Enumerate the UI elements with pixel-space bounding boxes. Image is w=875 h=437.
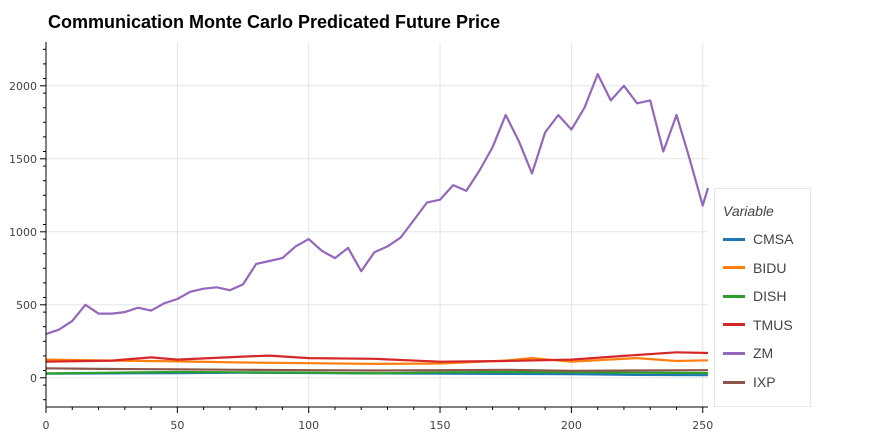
- legend-label: CMSA: [753, 231, 794, 247]
- legend-item-tmus[interactable]: TMUS: [723, 315, 793, 335]
- legend-swatch: [723, 351, 745, 355]
- legend-title: Variable: [723, 203, 774, 219]
- legend-label: BIDU: [753, 259, 787, 276]
- x-tick-label: 250: [692, 419, 713, 432]
- legend-item-ixp[interactable]: IXP: [723, 372, 776, 392]
- series-line-bidu: [45, 357, 709, 365]
- axes: 0 500 1000 1500 2000 0 50 100 150 200 250: [9, 42, 713, 432]
- legend-item-bidu[interactable]: BIDU: [723, 258, 786, 278]
- y-tick-label: 1000: [9, 226, 37, 239]
- legend-item-dish[interactable]: DISH: [723, 286, 786, 306]
- y-tick-label: 1500: [9, 153, 37, 166]
- series-line-zm: [45, 72, 710, 336]
- series-line-dish: [45, 370, 709, 375]
- y-tick-label: 2000: [9, 80, 37, 93]
- x-tick-label: 50: [170, 419, 184, 432]
- x-tick-label: 150: [430, 419, 451, 432]
- legend-swatch: [723, 237, 745, 241]
- legend-label: DISH: [753, 288, 787, 305]
- legend-label: IXP: [753, 374, 776, 390]
- x-tick-label: 100: [298, 419, 319, 432]
- legend-item-zm[interactable]: ZM: [723, 343, 773, 363]
- series-lines: [45, 72, 710, 377]
- legend-swatch: [723, 266, 745, 270]
- y-tick-label: 0: [30, 372, 37, 385]
- x-tick-label: 0: [43, 419, 50, 432]
- x-tick-label: 200: [561, 419, 582, 432]
- legend-label: ZM: [753, 345, 774, 362]
- legend: Variable CMSA BIDU DISH TMUS ZM IXP: [714, 188, 811, 407]
- series-line-ixp: [45, 367, 709, 372]
- legend-swatch: [723, 323, 745, 327]
- legend-item-cmsa[interactable]: CMSA: [723, 229, 793, 249]
- y-tick-label: 500: [16, 299, 37, 312]
- legend-swatch: [723, 380, 745, 384]
- legend-label: TMUS: [753, 316, 793, 333]
- series-line-tmus: [45, 351, 709, 363]
- chart-title: Communication Monte Carlo Predicated Fut…: [48, 12, 501, 32]
- legend-swatch: [723, 294, 745, 298]
